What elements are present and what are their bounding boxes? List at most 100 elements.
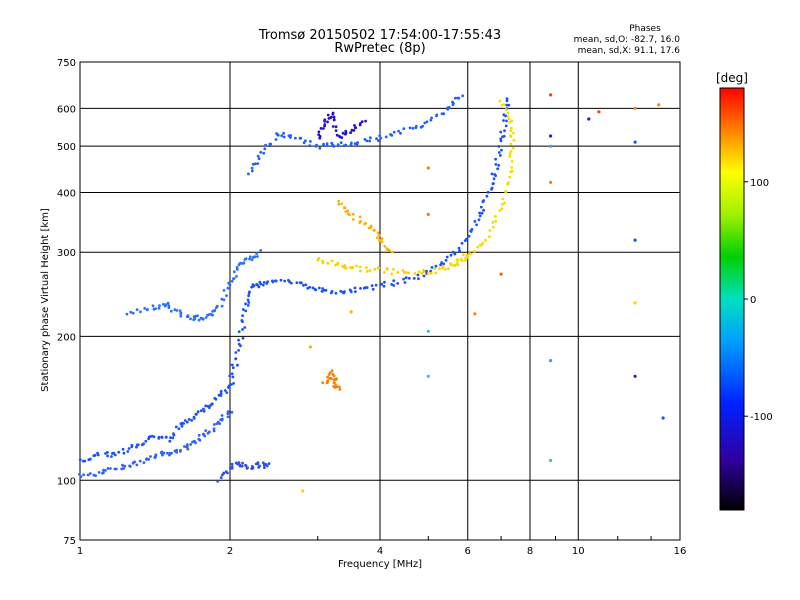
data-point: [318, 146, 322, 150]
data-point: [403, 281, 407, 284]
y-axis-label: Stationary phase Virtual Height [km]: [40, 208, 51, 392]
data-point: [226, 286, 230, 290]
data-point: [383, 280, 386, 284]
data-point: [210, 402, 214, 406]
data-point: [82, 473, 85, 477]
colorbar-tick-label: 0: [750, 295, 756, 306]
data-point: [109, 467, 112, 470]
data-point: [470, 228, 474, 231]
data-point: [225, 391, 229, 394]
data-point: [330, 115, 333, 119]
data-point: [340, 202, 343, 206]
data-point: [232, 382, 236, 385]
data-point: [197, 437, 201, 441]
data-point: [377, 139, 380, 143]
data-point: [121, 447, 125, 451]
data-point: [368, 269, 372, 272]
data-point: [151, 304, 155, 308]
data-point: [507, 117, 511, 121]
data-point: [325, 142, 329, 146]
data-point: [371, 287, 375, 291]
data-point: [247, 294, 251, 298]
data-point: [504, 114, 507, 118]
data-point: [504, 124, 508, 128]
data-point: [373, 267, 377, 271]
data-point: [441, 265, 445, 269]
data-point: [230, 372, 234, 376]
data-point: [106, 451, 109, 454]
data-point: [334, 384, 338, 387]
y-tick-label: 200: [57, 332, 76, 343]
data-point: [331, 125, 335, 128]
data-point: [473, 220, 477, 223]
data-point: [467, 234, 471, 238]
data-point: [257, 157, 261, 161]
data-point: [172, 432, 175, 435]
data-point: [447, 106, 451, 109]
outlier-point: [549, 458, 553, 463]
data-point: [509, 134, 512, 137]
phase-stats-o: mean, sd,O: -82.7, 16.0: [574, 35, 681, 45]
data-point: [453, 252, 457, 256]
data-point: [259, 150, 263, 154]
data-point: [213, 309, 217, 313]
data-point: [304, 283, 308, 287]
data-point: [220, 418, 224, 422]
data-point: [479, 205, 483, 209]
outlier-point: [549, 134, 553, 138]
data-point: [245, 466, 249, 470]
x-tick-label: 6: [465, 546, 471, 557]
data-point: [404, 271, 408, 274]
x-axis-label: Frequency [MHz]: [338, 559, 422, 570]
colorbar-tick-label: -100: [750, 412, 773, 423]
data-point: [247, 172, 250, 176]
data-point: [343, 290, 346, 293]
data-point: [231, 375, 235, 379]
data-point: [223, 389, 227, 392]
outlier-point: [633, 140, 637, 144]
data-point: [225, 294, 228, 297]
data-point: [338, 135, 341, 138]
data-point: [457, 246, 461, 250]
data-point: [326, 261, 330, 265]
data-point: [135, 445, 138, 449]
data-point: [234, 461, 238, 465]
data-point: [322, 288, 326, 292]
data-point: [460, 241, 464, 245]
data-point: [263, 147, 267, 151]
data-point: [430, 116, 433, 120]
data-point: [383, 245, 387, 248]
data-point: [248, 255, 252, 259]
data-point: [250, 169, 254, 173]
data-point: [426, 272, 430, 276]
data-point: [89, 457, 92, 461]
data-point: [259, 249, 263, 252]
data-point: [247, 301, 251, 304]
data-point: [351, 212, 355, 216]
data-point: [433, 267, 437, 271]
data-point: [158, 304, 161, 307]
data-point: [128, 465, 132, 468]
data-point: [121, 463, 124, 467]
data-point: [356, 141, 359, 144]
data-point: [133, 460, 137, 464]
data-point: [204, 316, 208, 319]
data-point: [375, 137, 378, 141]
data-point: [392, 284, 396, 287]
data-point: [491, 225, 495, 229]
data-point: [449, 253, 453, 257]
data-point: [192, 415, 196, 419]
data-point: [106, 467, 110, 470]
data-point: [276, 133, 280, 137]
outlier-point: [426, 329, 430, 333]
outlier-point: [473, 312, 477, 316]
data-point: [413, 272, 417, 275]
data-point: [216, 479, 220, 483]
data-point: [349, 131, 352, 135]
data-point: [369, 226, 373, 230]
y-tick-label: 300: [57, 248, 76, 259]
data-point: [350, 141, 353, 145]
phase-stats-x: mean, sd,X: 91.1, 17.6: [578, 46, 681, 56]
data-point: [493, 215, 497, 218]
